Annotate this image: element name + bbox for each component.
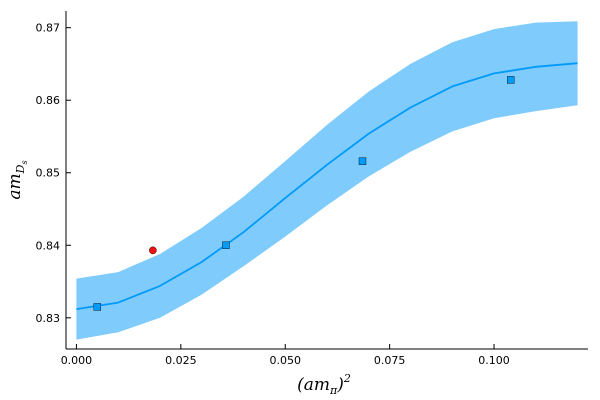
x-ticks: 0.000 0.025 0.050 0.075 0.100	[61, 344, 510, 367]
y-axis-label: amDs	[5, 160, 29, 199]
x-axis-label-base: (am	[297, 375, 330, 395]
x-tick-label: 0.025	[165, 354, 197, 367]
y-axis-label-subsub: s	[20, 160, 29, 164]
y-tick-label: 0.85	[36, 167, 61, 180]
data-point	[507, 76, 515, 84]
data-point	[93, 303, 102, 311]
x-axis-label-close: )	[336, 375, 344, 395]
y-axis-label-sub: D	[14, 164, 27, 174]
data-point-layer	[93, 76, 515, 311]
x-tick-label: 0.000	[61, 354, 93, 367]
y-tick-label: 0.87	[36, 22, 61, 35]
x-tick-label: 0.075	[374, 354, 406, 367]
x-axis-label: (amπ)2	[297, 372, 351, 397]
x-axis-label-sub: π	[329, 384, 338, 397]
y-axis-label-base: am	[5, 173, 25, 199]
data-point	[222, 241, 230, 249]
y-ticks: 0.83 0.84 0.85 0.86 0.87	[36, 22, 71, 325]
x-tick-label: 0.050	[269, 354, 301, 367]
fit-line-layer	[76, 62, 578, 310]
y-tick-label: 0.84	[36, 239, 61, 252]
fit-line	[76, 62, 578, 310]
y-tick-label: 0.86	[36, 94, 61, 107]
data-point-highlight	[149, 246, 157, 255]
x-axis-label-sup: 2	[343, 372, 351, 385]
y-tick-label: 0.83	[36, 312, 61, 325]
fit-confidence-band	[76, 21, 578, 340]
x-tick-label: 0.100	[478, 354, 510, 367]
axes	[65, 11, 588, 350]
data-point	[358, 157, 367, 165]
confidence-band-layer	[76, 21, 578, 340]
